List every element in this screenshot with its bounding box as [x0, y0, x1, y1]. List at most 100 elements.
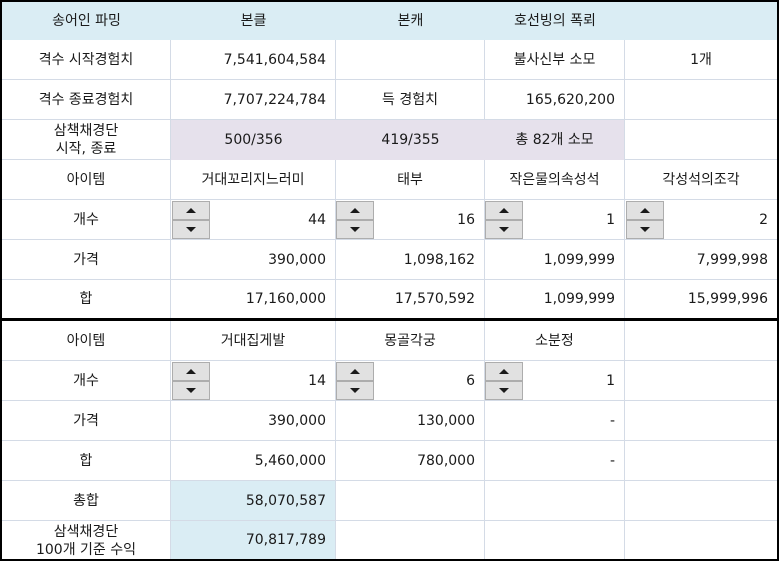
stepper-down-button[interactable]	[336, 381, 374, 400]
section1-price-value[interactable]: 1,098,162	[336, 240, 485, 280]
empty-cell[interactable]	[336, 40, 485, 80]
stepper-up-button[interactable]	[172, 201, 210, 220]
arrow-down-icon	[640, 227, 650, 232]
empty-cell[interactable]	[625, 120, 777, 160]
section1-count-value[interactable]: 1	[485, 200, 625, 240]
stepper-up-button[interactable]	[172, 362, 210, 381]
section2-price-label: 가격	[2, 401, 171, 441]
section2-sum-value[interactable]: 780,000	[336, 441, 485, 481]
arrow-up-icon	[499, 208, 509, 213]
stepper-down-button[interactable]	[485, 381, 523, 400]
quantity-stepper[interactable]	[336, 200, 374, 240]
empty-cell[interactable]	[625, 521, 777, 559]
empty-cell[interactable]	[625, 321, 777, 361]
section1-price-value[interactable]: 7,999,998	[625, 240, 777, 280]
section1-sum-value[interactable]: 17,160,000	[171, 280, 336, 318]
consume-value[interactable]: 1개	[625, 40, 777, 80]
income-label-line1: 삼색채경단	[53, 524, 119, 540]
start-exp-label: 격수 시작경험치	[2, 40, 171, 80]
arrow-up-icon	[350, 369, 360, 374]
section1-price-label: 가격	[2, 240, 171, 280]
stepper-up-button[interactable]	[485, 362, 523, 381]
stepper-down-button[interactable]	[172, 220, 210, 239]
empty-cell[interactable]	[625, 401, 777, 441]
stepper-down-button[interactable]	[172, 381, 210, 400]
section2-item-label: 아이템	[2, 321, 171, 361]
header-bonkae: 본캐	[397, 13, 424, 29]
section1-count-value[interactable]: 2	[625, 200, 777, 240]
stepper-down-button[interactable]	[485, 220, 523, 239]
section2-price-value[interactable]: -	[485, 401, 625, 441]
arrow-down-icon	[186, 388, 196, 393]
arrow-up-icon	[640, 208, 650, 213]
section2-item-name: 거대집게발	[171, 321, 336, 361]
section1-sum-label: 합	[2, 280, 171, 318]
section1-count-value[interactable]: 44	[171, 200, 336, 240]
empty-cell[interactable]	[625, 80, 777, 120]
arrow-up-icon	[186, 208, 196, 213]
stepper-down-button[interactable]	[626, 220, 664, 239]
triple-label-line2: 시작, 종료	[55, 140, 117, 157]
stepper-up-button[interactable]	[626, 201, 664, 220]
consume-label: 불사신부 소모	[485, 40, 625, 80]
section1-item-label: 아이템	[2, 160, 171, 200]
section2-count-value[interactable]: 14	[171, 361, 336, 401]
grand-total-value[interactable]: 58,070,587	[171, 481, 336, 521]
arrow-down-icon	[350, 227, 360, 232]
header-hoseonbing: 호선빙의 폭뢰	[514, 13, 596, 29]
empty-cell[interactable]	[625, 441, 777, 481]
quantity-stepper[interactable]	[336, 361, 374, 401]
arrow-down-icon	[499, 227, 509, 232]
stepper-up-button[interactable]	[336, 201, 374, 220]
gain-exp-label: 득 경험치	[336, 80, 485, 120]
income-label-line2: 100개 기준 수익	[35, 542, 137, 558]
quantity-stepper[interactable]	[172, 200, 210, 240]
gain-exp-value[interactable]: 165,620,200	[485, 80, 625, 120]
triple-total[interactable]: 총 82개 소모	[485, 120, 625, 160]
quantity-stepper[interactable]	[172, 361, 210, 401]
empty-cell[interactable]	[485, 521, 625, 559]
section1-count-value[interactable]: 16	[336, 200, 485, 240]
section1-sum-value[interactable]: 17,570,592	[336, 280, 485, 318]
section2-item-name: 몽골각궁	[336, 321, 485, 361]
quantity-stepper[interactable]	[485, 361, 523, 401]
section1-sum-value[interactable]: 1,099,999	[485, 280, 625, 318]
income-label: 삼색채경단 100개 기준 수익	[2, 521, 171, 559]
empty-cell[interactable]	[625, 481, 777, 521]
stepper-down-button[interactable]	[336, 220, 374, 239]
end-exp-label: 격수 종료경험치	[2, 80, 171, 120]
start-exp-value[interactable]: 7,541,604,584	[171, 40, 336, 80]
triple-label-line1: 삼책채경단	[53, 122, 119, 139]
section2-price-value[interactable]: 390,000	[171, 401, 336, 441]
arrow-up-icon	[186, 369, 196, 374]
section1-price-value[interactable]: 390,000	[171, 240, 336, 280]
triple-label: 삼책채경단 시작, 종료	[2, 120, 171, 160]
quantity-stepper[interactable]	[485, 200, 523, 240]
section2-sum-value[interactable]: -	[485, 441, 625, 481]
stepper-up-button[interactable]	[485, 201, 523, 220]
end-exp-value[interactable]: 7,707,224,784	[171, 80, 336, 120]
section1-count-label: 개수	[2, 200, 171, 240]
section2-count-value[interactable]: 6	[336, 361, 485, 401]
header-row	[2, 2, 777, 40]
empty-cell[interactable]	[336, 521, 485, 559]
section2-price-value[interactable]: 130,000	[336, 401, 485, 441]
section2-sum-value[interactable]: 5,460,000	[171, 441, 336, 481]
grand-total-label: 총합	[2, 481, 171, 521]
empty-cell[interactable]	[336, 481, 485, 521]
section2-count-value[interactable]: 1	[485, 361, 625, 401]
section1-sum-value[interactable]: 15,999,996	[687, 291, 768, 307]
arrow-down-icon	[350, 388, 360, 393]
empty-cell[interactable]	[485, 481, 625, 521]
stepper-up-button[interactable]	[336, 362, 374, 381]
section1-item-name: 거대꼬리지느러미	[171, 160, 336, 200]
arrow-down-icon	[499, 388, 509, 393]
income-value[interactable]: 70,817,789	[171, 521, 336, 559]
triple-bonkle[interactable]: 500/356	[171, 120, 336, 160]
section2-item-name: 소분정	[485, 321, 625, 361]
triple-bonkae[interactable]: 419/355	[336, 120, 485, 160]
empty-cell[interactable]	[625, 361, 777, 401]
quantity-stepper[interactable]	[626, 200, 664, 240]
section1-price-value[interactable]: 1,099,999	[485, 240, 625, 280]
